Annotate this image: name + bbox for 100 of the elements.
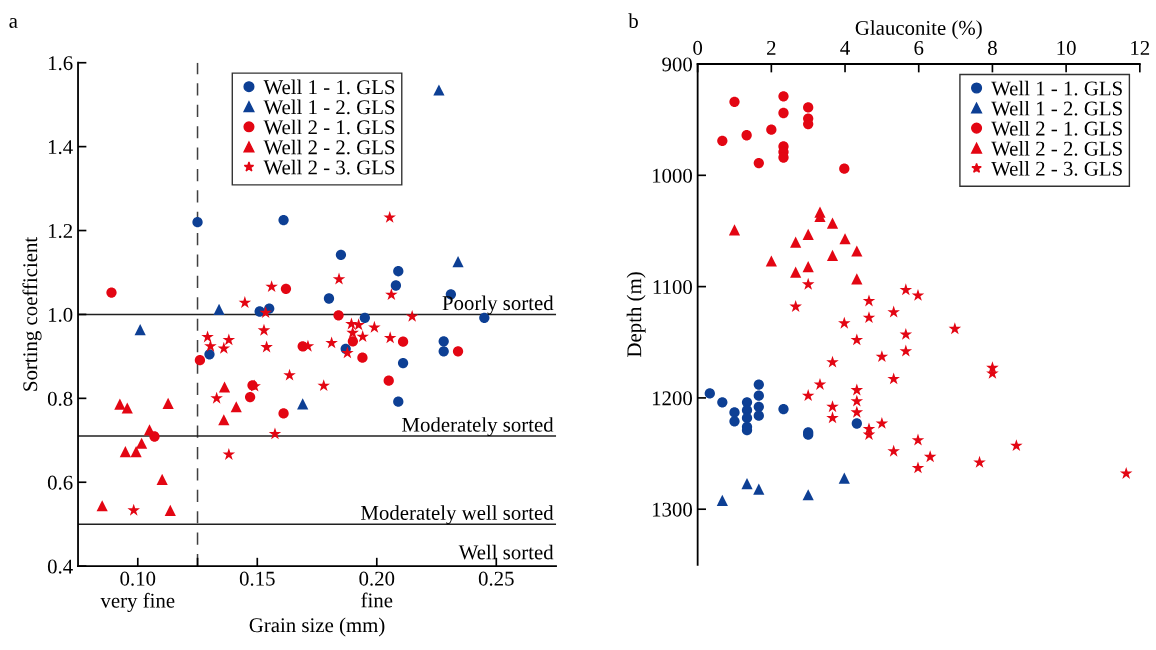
point: [1010, 439, 1023, 452]
point: [405, 309, 419, 322]
point: [778, 91, 789, 102]
point: [385, 288, 398, 301]
point: [222, 333, 236, 346]
legend-label: Well 2 - 3. GLS: [991, 161, 1122, 176]
point: [121, 402, 133, 414]
point: [790, 236, 802, 248]
point: [838, 472, 850, 484]
point: [887, 444, 900, 457]
point: [333, 310, 344, 321]
x-tick-label: 6: [914, 40, 924, 55]
point: [851, 245, 863, 257]
ref-line-label: Moderately sorted: [402, 417, 554, 437]
point: [826, 411, 839, 424]
y-tick-label: 1100: [653, 279, 692, 295]
point: [323, 293, 335, 304]
point: [753, 379, 764, 390]
point: [753, 390, 764, 401]
point: [383, 331, 397, 344]
point: [213, 303, 225, 315]
y-axis-title: Depth (m): [626, 272, 646, 357]
point: [826, 355, 839, 368]
point: [204, 349, 215, 360]
point: [753, 410, 764, 421]
x-axis-title: Glauconite (%): [855, 20, 982, 40]
point: [317, 379, 330, 392]
point: [765, 255, 777, 267]
point: [192, 216, 203, 228]
point: [393, 396, 404, 407]
y-tick-label: 0.6: [47, 475, 73, 490]
point: [136, 437, 148, 449]
x-tick-label: 8: [988, 40, 997, 55]
point: [803, 102, 814, 113]
point: [753, 157, 764, 169]
legend-label: Well 2 - 1. GLS: [263, 119, 395, 135]
x-tick-label: 4: [840, 41, 850, 55]
y-tick-label: 1.2: [48, 223, 73, 239]
ref-line-label: Moderately well sorted: [361, 505, 554, 525]
point: [268, 427, 282, 440]
point: [347, 336, 359, 347]
point: [106, 287, 117, 298]
point: [728, 224, 741, 236]
point: [838, 316, 851, 329]
point: [134, 323, 146, 336]
point: [438, 336, 449, 347]
point: [899, 344, 913, 357]
point: [875, 350, 889, 363]
point: [826, 249, 839, 262]
point: [839, 233, 851, 245]
point: [862, 311, 876, 324]
point: [96, 500, 108, 512]
y-axis-title: Sorting coefficient: [22, 236, 42, 391]
legend-label: Well 2 - 3. GLS: [263, 159, 395, 175]
point: [164, 504, 176, 516]
point: [201, 330, 214, 343]
x-tick-label: 2: [767, 40, 776, 55]
legend-label: Well 2 - 2. GLS: [263, 139, 395, 155]
x-tick-label: 10: [1057, 40, 1076, 55]
point: [119, 446, 131, 458]
point: [280, 283, 292, 294]
point: [357, 352, 368, 363]
point: [801, 389, 815, 402]
point: [887, 305, 900, 318]
point: [778, 403, 789, 415]
point: [332, 272, 346, 285]
point: [911, 461, 925, 474]
point: [801, 277, 815, 290]
point: [194, 355, 206, 366]
point: [875, 416, 889, 429]
point: [778, 107, 789, 119]
x-tick-label: 0.15: [239, 571, 275, 586]
point: [345, 317, 358, 330]
point: [717, 397, 728, 408]
point: [826, 400, 839, 413]
point: [433, 84, 445, 96]
point: [741, 130, 752, 141]
legend-label: Well 2 - 1. GLS: [991, 120, 1122, 136]
legend-label: Well 2 - 2. GLS: [991, 141, 1122, 156]
annotation: Well sorted: [458, 544, 554, 560]
chart-title: b: [628, 13, 638, 28]
point: [753, 483, 765, 495]
legend-label: Well 1 - 2. GLS: [263, 99, 395, 115]
x-tick-label: 0.25: [478, 571, 514, 586]
point: [204, 339, 217, 352]
point: [850, 394, 864, 407]
point: [238, 296, 252, 309]
point: [802, 260, 814, 273]
y-tick-label: 0.8: [47, 391, 73, 406]
point: [368, 320, 381, 333]
point: [278, 408, 289, 419]
point: [790, 266, 802, 278]
point: [257, 323, 271, 336]
y-tick-label: 1000: [652, 168, 692, 183]
x-tick-label: 0.10 very fine: [100, 571, 175, 612]
point: [390, 280, 402, 291]
point: [341, 346, 354, 359]
point: [383, 210, 396, 223]
point: [839, 163, 850, 174]
point: [259, 306, 272, 319]
